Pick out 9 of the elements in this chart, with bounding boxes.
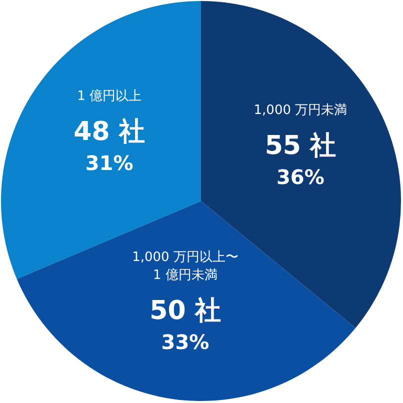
text: 36% (276, 165, 324, 189)
slice-label: 1,000 万円未満 (254, 103, 348, 118)
data-label: 50 社 (150, 296, 221, 326)
text: 33% (161, 330, 210, 354)
slice-label: 1 億円以上 (77, 89, 142, 104)
slice-label: 1,000 万円以上〜 1 億円未満 (132, 250, 238, 283)
text: 31% (85, 151, 134, 176)
data-label: 55 社 (264, 131, 336, 161)
data-label: 48 社 (74, 117, 145, 148)
